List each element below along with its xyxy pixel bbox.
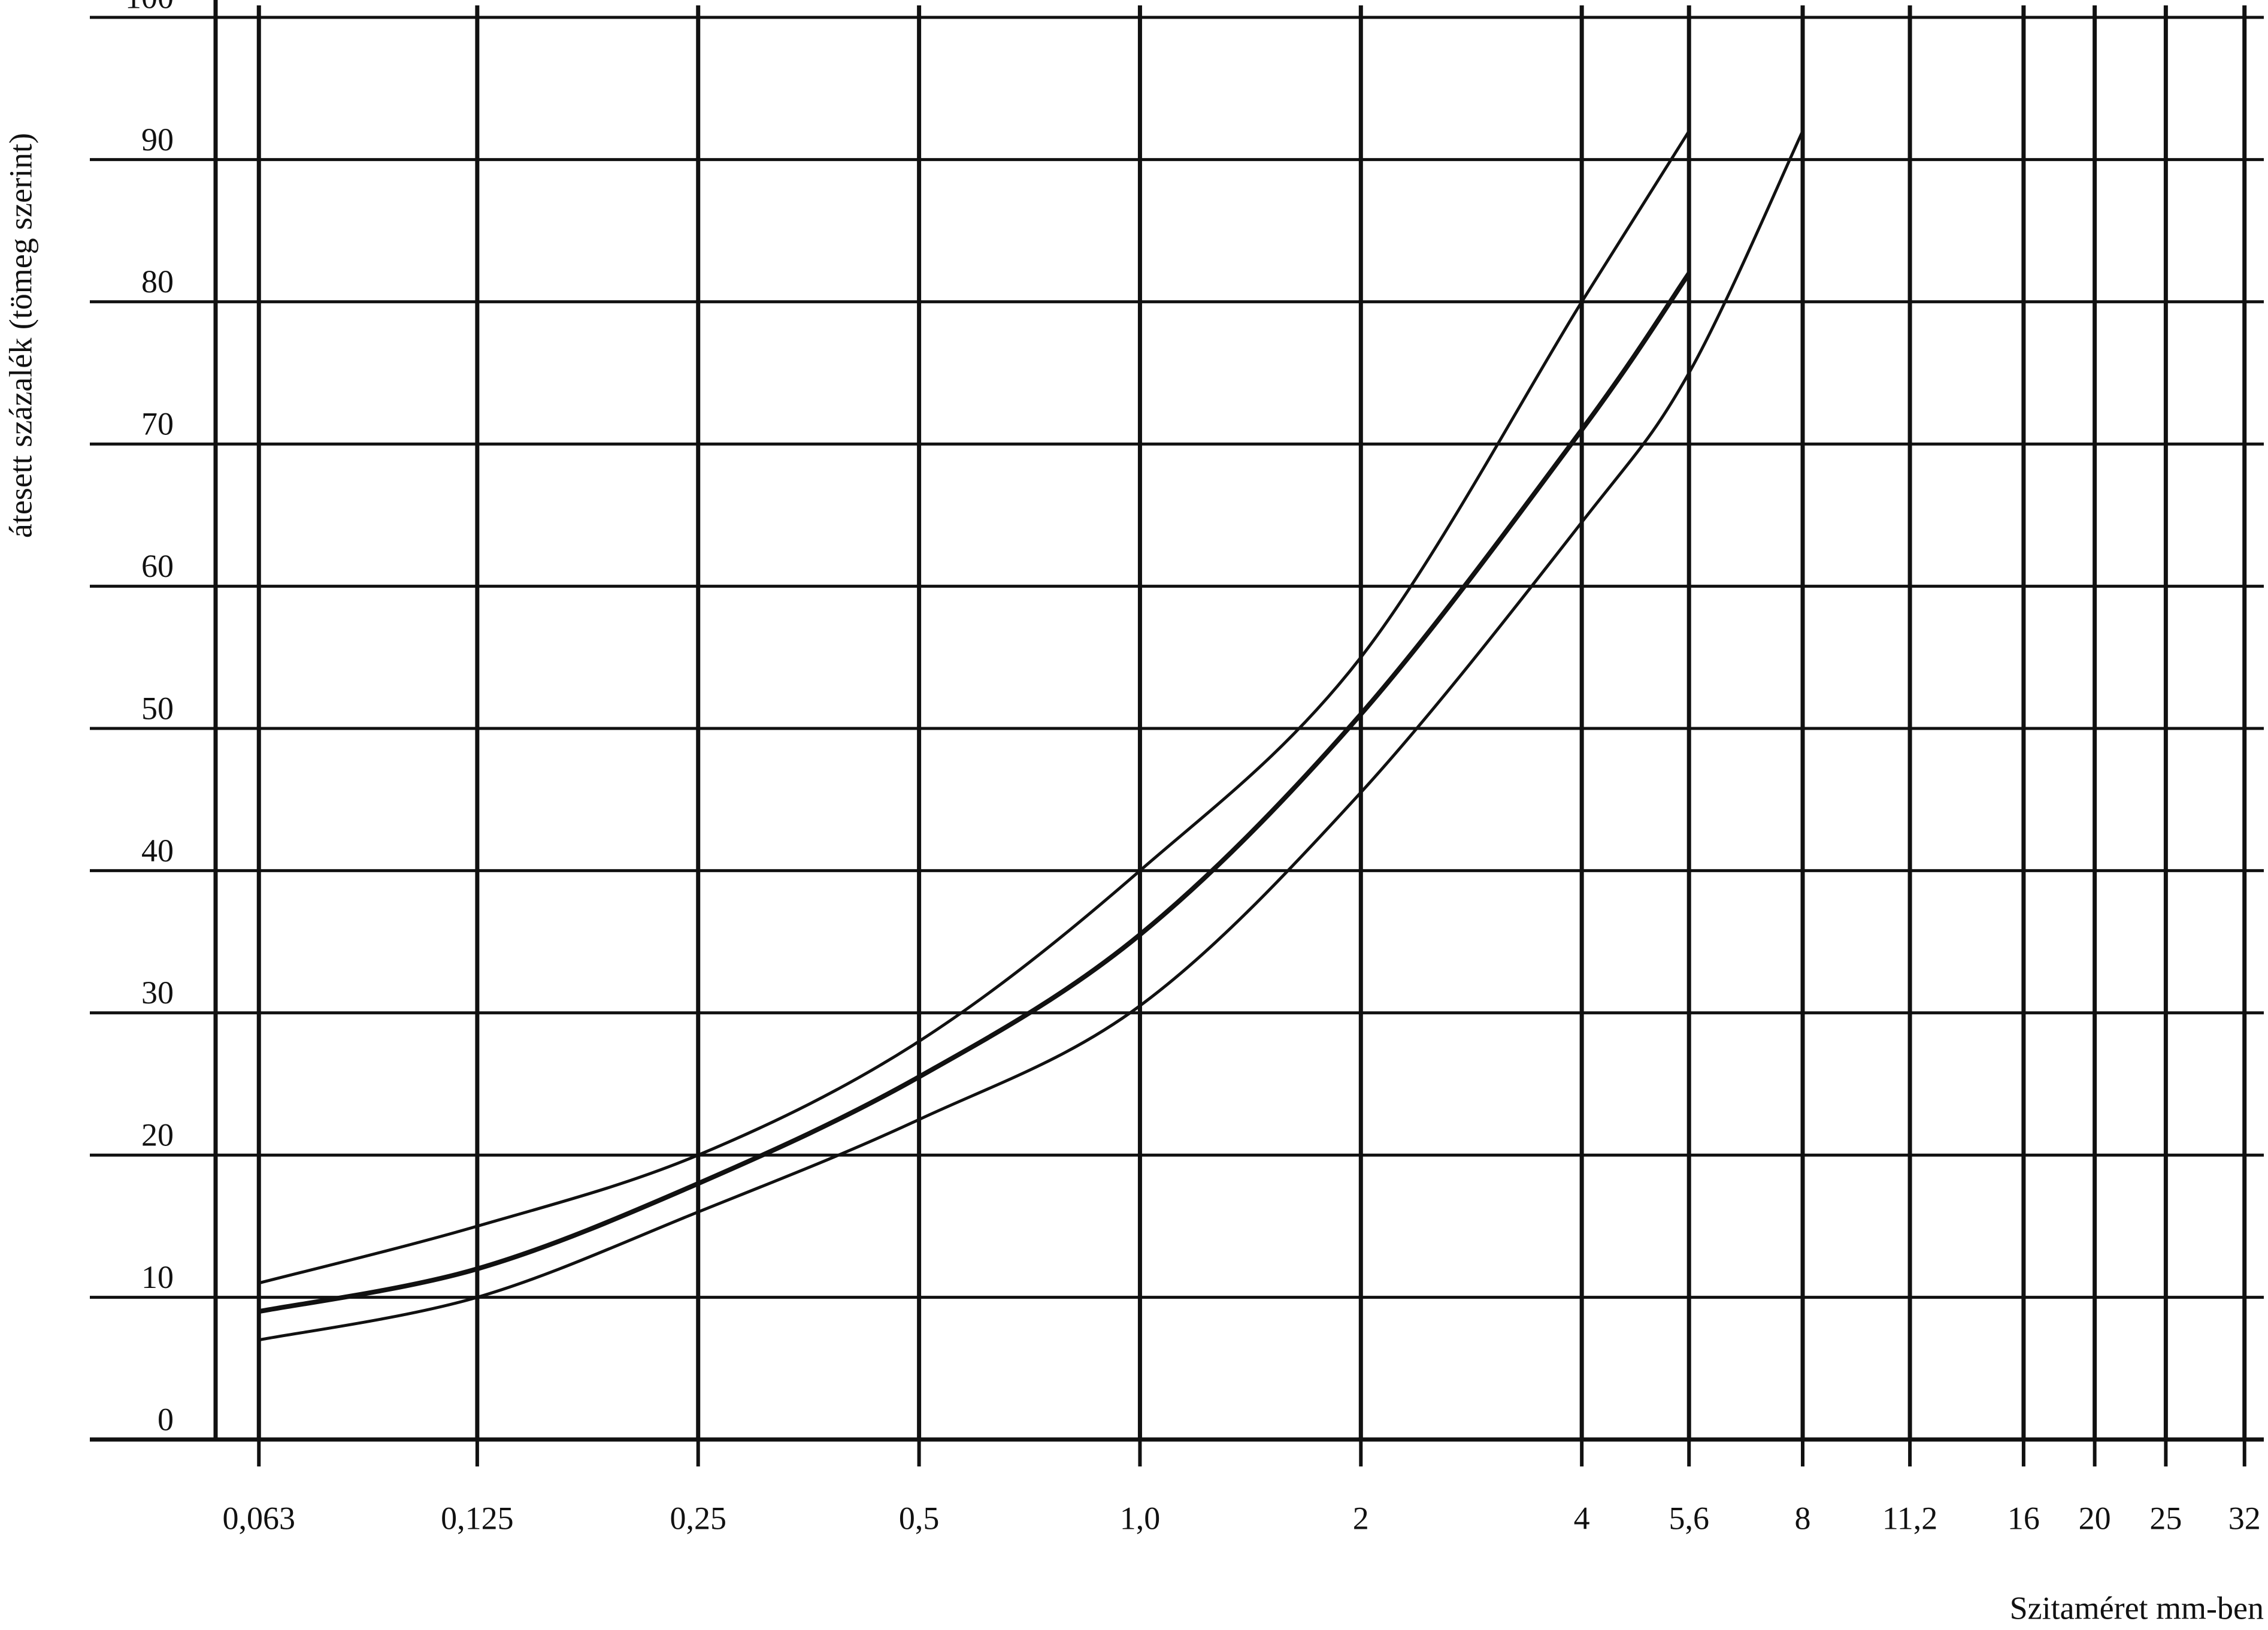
x-tick-label: 20 <box>2079 1500 2111 1536</box>
y-tick-label: 90 <box>141 122 174 158</box>
y-tick-label: 10 <box>141 1259 174 1295</box>
y-tick-label: 60 <box>141 548 174 584</box>
y-tick-label: 70 <box>141 406 174 442</box>
x-tick-label: 0,063 <box>223 1500 296 1536</box>
y-tick-label: 30 <box>141 975 174 1011</box>
x-tick-label: 5,6 <box>1669 1500 1709 1536</box>
grading-curve <box>258 272 1691 1314</box>
y-tick-label: 50 <box>141 690 174 726</box>
y-tick-label: 100 <box>125 0 174 15</box>
x-tick-label: 0,125 <box>441 1500 514 1536</box>
x-tick-label: 32 <box>2228 1500 2261 1536</box>
x-tick-label: 0,5 <box>899 1500 940 1536</box>
x-tick-label: 1,0 <box>1120 1500 1161 1536</box>
y-tick-label: 80 <box>141 264 174 300</box>
y-tick-label: 20 <box>141 1117 174 1153</box>
x-tick-label: 4 <box>1574 1500 1590 1536</box>
y-tick-label: 0 <box>158 1401 174 1437</box>
x-tick-label: 11,2 <box>1882 1500 1938 1536</box>
grading-curve <box>258 130 1804 1342</box>
grading-curve <box>258 130 1691 1285</box>
y-tick-label: 40 <box>141 833 174 869</box>
x-axis-title: Szitaméret mm-ben <box>2010 1590 2264 1626</box>
x-tick-label: 0,25 <box>670 1500 726 1536</box>
x-tick-label: 8 <box>1795 1500 1811 1536</box>
x-tick-label: 16 <box>2007 1500 2040 1536</box>
y-axis-title: átesett százalék (tömeg szerint) <box>2 133 38 538</box>
x-tick-label: 25 <box>2149 1500 2182 1536</box>
x-tick-label: 2 <box>1353 1500 1369 1536</box>
